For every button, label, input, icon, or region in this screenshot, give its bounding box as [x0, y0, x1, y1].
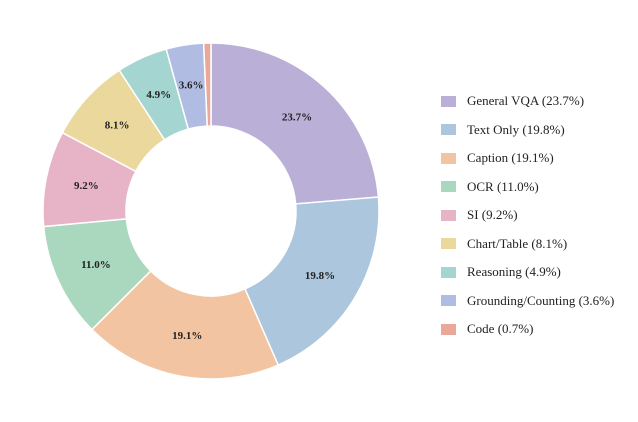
- legend-label: OCR (11.0%): [467, 178, 539, 194]
- legend-item-ocr: OCR (11.0%): [441, 173, 636, 202]
- slice-general-vqa: [210, 42, 380, 205]
- slice-label-text-only: 19.8%: [305, 270, 335, 282]
- legend-item-si: SI (9.2%): [441, 201, 636, 230]
- legend-label: Code (0.7%): [467, 321, 534, 337]
- legend-label: Grounding/Counting (3.6%): [467, 292, 615, 308]
- legend-item-grounding-counting: Grounding/Counting (3.6%): [441, 287, 636, 316]
- legend-item-reasoning: Reasoning (4.9%): [441, 258, 636, 287]
- legend-item-code: Code (0.7%): [441, 315, 636, 344]
- legend-swatch: [441, 323, 456, 335]
- slice-text-only: [243, 196, 380, 366]
- slice-label-caption: 19.1%: [172, 330, 202, 342]
- slice-caption: [90, 269, 280, 380]
- slice-code: [202, 42, 212, 127]
- slice-label-ocr: 11.0%: [81, 259, 111, 271]
- slice-label-chart-table: 8.1%: [105, 119, 130, 131]
- legend-swatch: [441, 95, 456, 107]
- legend-label: Text Only (19.8%): [467, 121, 565, 137]
- legend-label: SI (9.2%): [467, 207, 518, 223]
- legend-swatch: [441, 209, 456, 221]
- legend-swatch: [441, 238, 456, 250]
- legend-label: Reasoning (4.9%): [467, 264, 561, 280]
- legend-swatch: [441, 152, 456, 164]
- legend-swatch: [441, 124, 456, 136]
- legend-item-chart-table: Chart/Table (8.1%): [441, 230, 636, 259]
- legend-swatch: [441, 266, 456, 278]
- donut-slices: [42, 42, 380, 380]
- legend-label: Chart/Table (8.1%): [467, 235, 568, 251]
- legend-label: Caption (19.1%): [467, 150, 554, 166]
- legend-label: General VQA (23.7%): [467, 93, 585, 109]
- legend-item-general-vqa: General VQA (23.7%): [441, 87, 636, 116]
- slice-label-si: 9.2%: [74, 180, 99, 192]
- slice-labels: 23.7% 19.8% 19.1% 11.0% 9.2% 8.1% 4.9% 3.6%: [74, 80, 335, 342]
- legend-swatch: [441, 295, 456, 307]
- legend-item-text-only: Text Only (19.8%): [441, 116, 636, 145]
- slice-label-general-vqa: 23.7%: [282, 112, 312, 124]
- legend-swatch: [441, 181, 456, 193]
- chart-legend: General VQA (23.7%) Text Only (19.8%) Capt…: [441, 87, 636, 344]
- legend-item-caption: Caption (19.1%): [441, 144, 636, 173]
- slice-label-grounding-counting: 3.6%: [179, 80, 204, 92]
- slice-label-reasoning: 4.9%: [146, 89, 171, 101]
